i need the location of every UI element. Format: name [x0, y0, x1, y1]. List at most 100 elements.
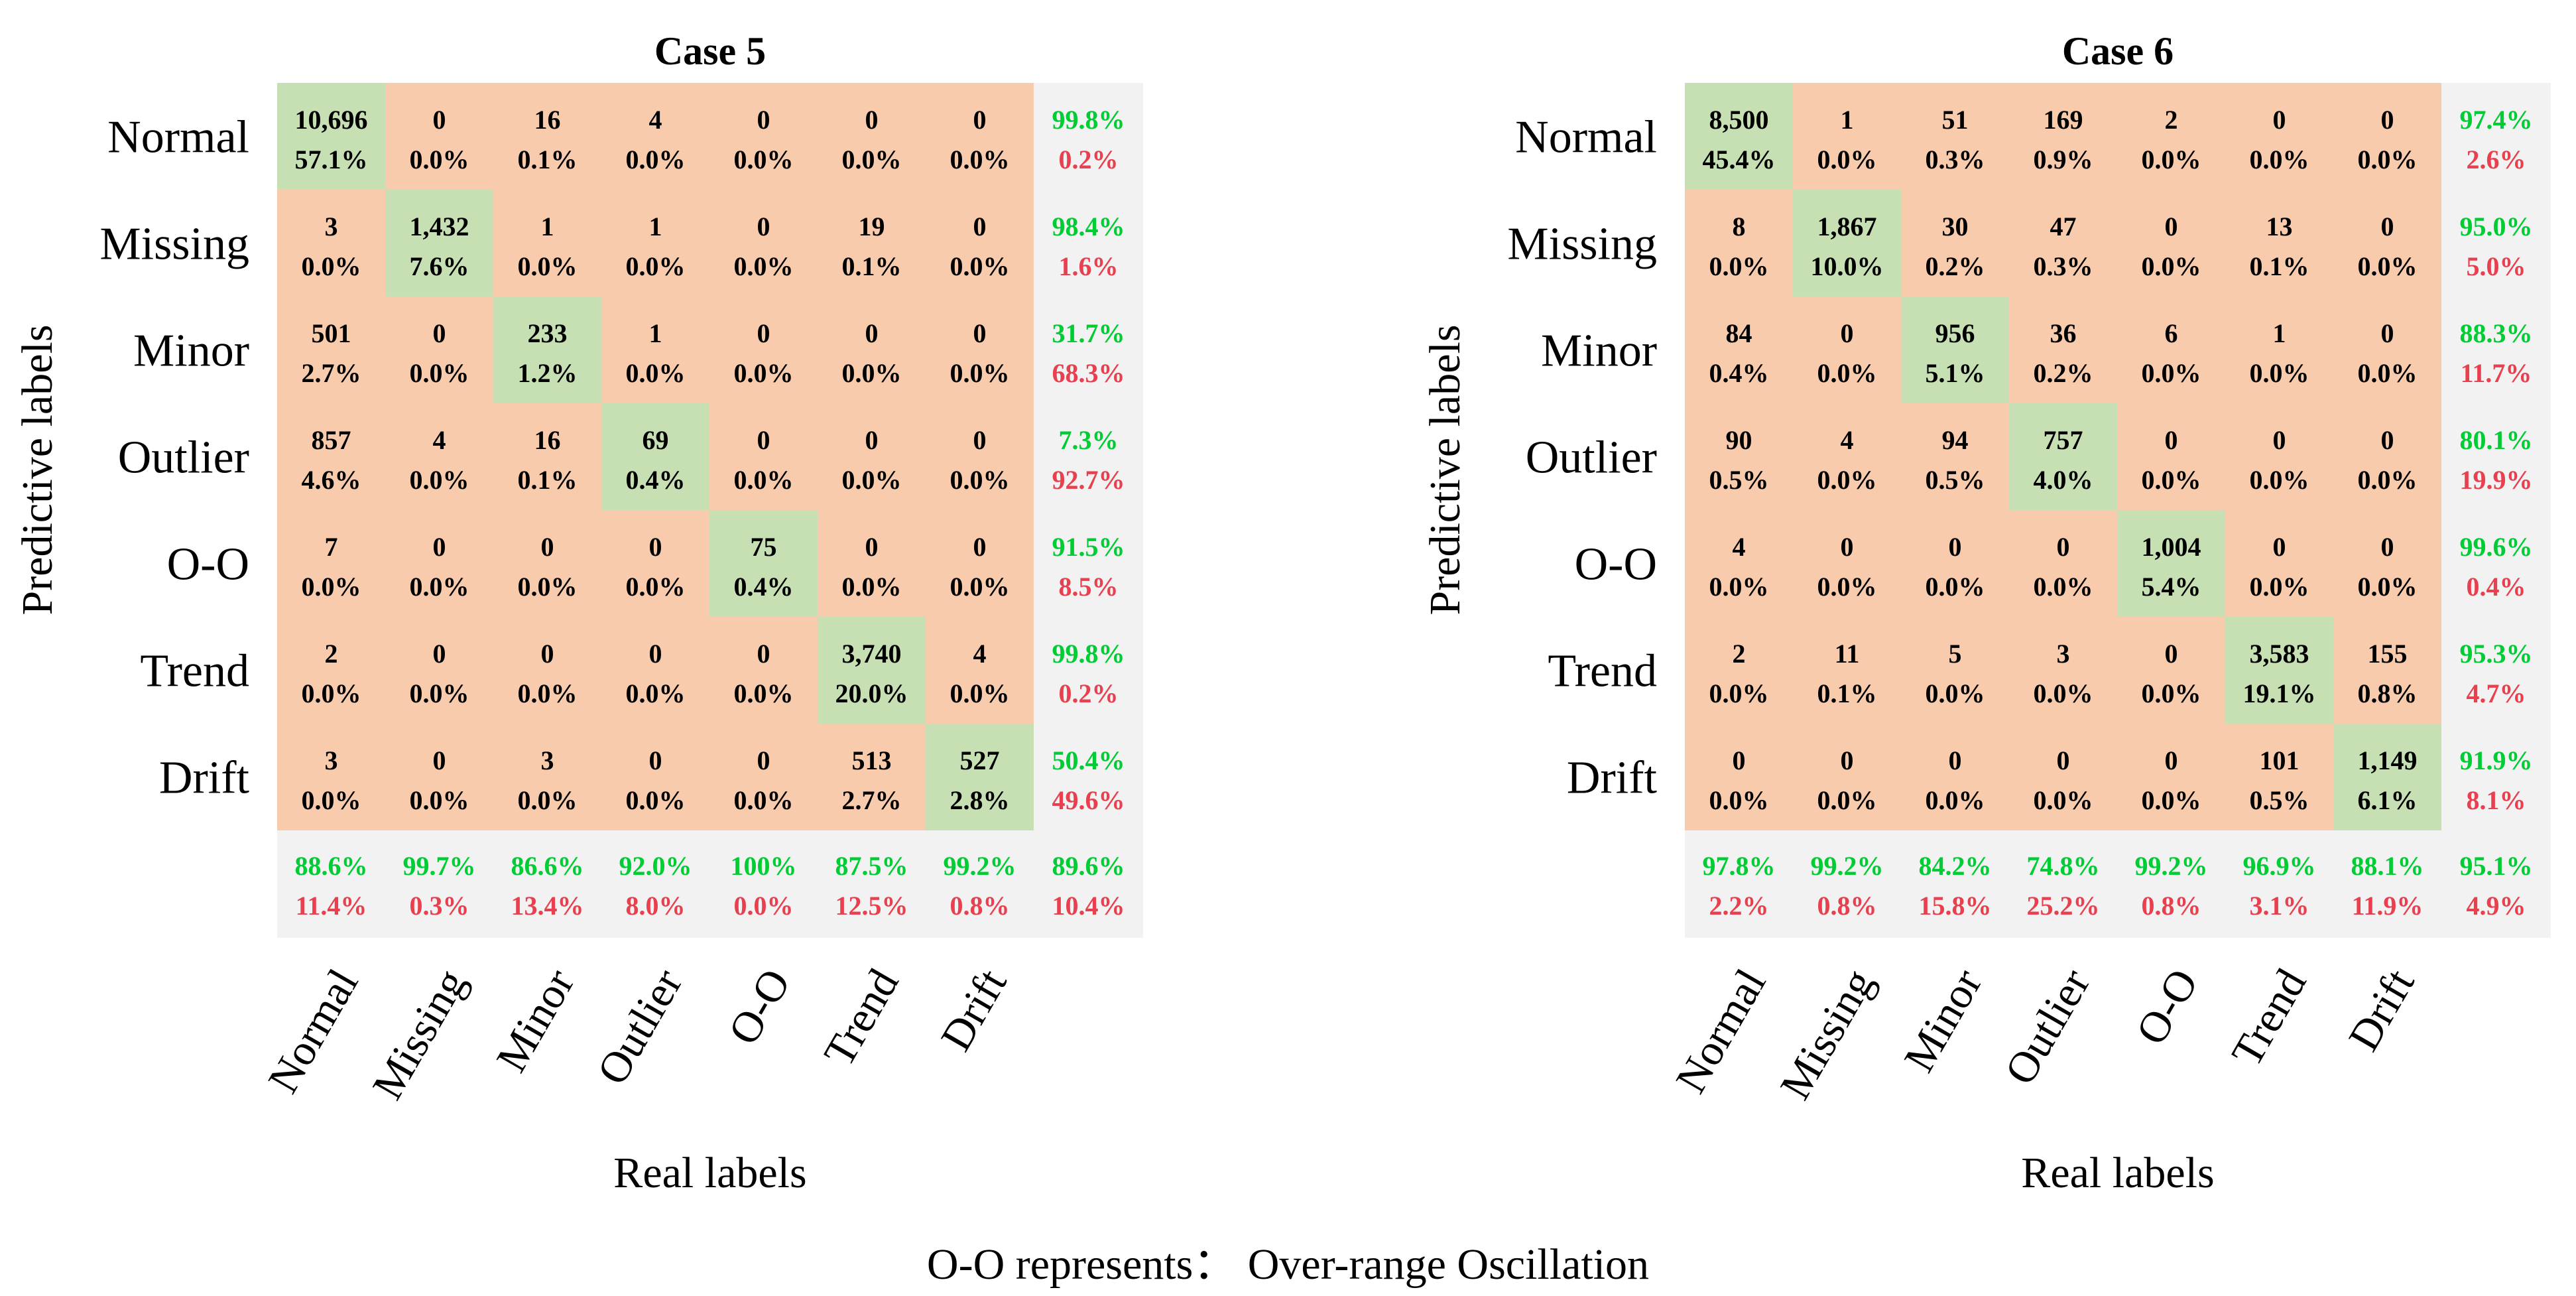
cell-percent: 0.0%	[950, 145, 1010, 174]
row-precision: 91.5%	[1052, 532, 1125, 562]
cell-percent: 0.1%	[842, 251, 902, 281]
cell-percent: 20.0%	[835, 679, 908, 708]
cell-percent: 4.0%	[2034, 465, 2093, 495]
matrix-cell	[1901, 724, 2009, 830]
col-summary-cell	[493, 830, 601, 938]
cell-percent: 0.0%	[2142, 251, 2201, 281]
cell-percent: 0.0%	[302, 251, 361, 281]
row-label: Missing	[1507, 219, 1657, 270]
cell-percent: 57.1%	[295, 145, 368, 174]
matrix-cell	[818, 403, 926, 510]
matrix-cell	[601, 190, 709, 296]
cell-percent: 0.0%	[734, 145, 794, 174]
cell-percent: 0.0%	[518, 572, 578, 602]
matrix-cell	[601, 403, 709, 510]
row-label: Trend	[1548, 646, 1657, 697]
cell-count: 0	[2057, 745, 2070, 775]
matrix-cell	[1685, 190, 1793, 296]
matrix-cell	[277, 617, 385, 724]
cell-percent: 2.7%	[842, 785, 902, 815]
cell-count: 0	[757, 425, 770, 455]
overall-accuracy: 95.1%	[2460, 851, 2533, 881]
cell-percent: 0.0%	[626, 785, 686, 815]
col-summary-cell	[601, 830, 709, 938]
cell-percent: 0.5%	[2250, 785, 2309, 815]
col-summary-cell	[926, 830, 1034, 938]
chart-title: Case 5	[654, 29, 766, 73]
row-label: Missing	[99, 219, 249, 270]
matrix-cell	[2225, 617, 2333, 724]
cell-percent: 0.0%	[734, 785, 794, 815]
cell-percent: 0.0%	[950, 679, 1010, 708]
col-recall: 86.6%	[511, 851, 584, 881]
row-label: Normal	[1515, 112, 1657, 163]
cell-count: 47	[2050, 212, 2077, 241]
row-summary-cell	[1034, 403, 1143, 510]
y-axis-label: Predictive labels	[13, 324, 62, 615]
row-precision: 91.9%	[2460, 745, 2533, 775]
col-error: 8.0%	[626, 891, 686, 921]
cell-percent: 0.0%	[2250, 572, 2309, 602]
cell-count: 169	[2044, 105, 2083, 135]
cell-percent: 0.0%	[1926, 785, 1985, 815]
matrix-cell	[493, 83, 601, 190]
row-label: Drift	[159, 753, 250, 804]
matrix-cell	[2009, 403, 2117, 510]
cell-percent: 0.0%	[2358, 358, 2418, 388]
cell-count: 0	[433, 745, 446, 775]
cell-count: 0	[541, 532, 554, 562]
cell-count: 0	[1949, 532, 1962, 562]
matrix-cell	[601, 724, 709, 830]
cell-percent: 0.0%	[734, 251, 794, 281]
matrix-cell	[818, 724, 926, 830]
cell-percent: 0.0%	[1926, 679, 1985, 708]
cell-count: 30	[1942, 212, 1969, 241]
matrix-cell	[2117, 296, 2225, 403]
overall-error: 10.4%	[1052, 891, 1125, 921]
cell-count: 0	[2381, 318, 2394, 348]
cell-count: 0	[649, 532, 662, 562]
row-precision: 80.1%	[2460, 425, 2533, 455]
matrix-cell	[2117, 724, 2225, 830]
cell-percent: 0.0%	[2358, 145, 2418, 174]
matrix-cell	[493, 617, 601, 724]
cell-count: 527	[960, 745, 1000, 775]
cell-count: 0	[1841, 318, 1854, 348]
matrix-cell	[2333, 510, 2441, 617]
col-error: 13.4%	[511, 891, 584, 921]
footnote: O-O represents： Over-range Oscillation	[926, 1240, 1650, 1289]
cell-count: 16	[534, 425, 561, 455]
cell-percent: 0.0%	[2034, 572, 2093, 602]
cell-count: 8,500	[1709, 105, 1769, 135]
col-recall: 87.5%	[835, 851, 908, 881]
cell-count: 1,867	[1817, 212, 1877, 241]
confusion-matrix-svg: Case 5 10,696 57.1% 0 0.0% 16 0.1% 4 0.0% 0 0.0% 0 0…	[13, 29, 1143, 1197]
cell-count: 1	[1841, 105, 1854, 135]
col-summary-cell	[277, 830, 385, 938]
col-error: 11.4%	[296, 891, 367, 921]
col-summary-cell	[2225, 830, 2333, 938]
matrix-cell	[926, 83, 1034, 190]
cell-count: 0	[757, 105, 770, 135]
matrix-cell	[1901, 617, 2009, 724]
cell-count: 0	[2165, 212, 2178, 241]
matrix-cell	[493, 190, 601, 296]
row-summary-cell	[1034, 510, 1143, 617]
col-error: 0.8%	[950, 891, 1010, 921]
matrix-cell	[2009, 724, 2117, 830]
cell-percent: 5.4%	[2142, 572, 2201, 602]
matrix-cell	[2333, 724, 2441, 830]
col-label: Trend	[815, 961, 908, 1074]
matrix-cell	[926, 403, 1034, 510]
cell-count: 1	[541, 212, 554, 241]
matrix-cell	[709, 617, 818, 724]
cell-percent: 0.0%	[842, 465, 902, 495]
cell-count: 0	[433, 532, 446, 562]
cell-count: 4	[1733, 532, 1746, 562]
matrix-cell	[1685, 617, 1793, 724]
row-label: Trend	[140, 646, 249, 697]
matrix-cell	[818, 190, 926, 296]
matrix-cell	[926, 296, 1034, 403]
cell-percent: 0.0%	[734, 358, 794, 388]
col-label: Outlier	[588, 961, 692, 1092]
